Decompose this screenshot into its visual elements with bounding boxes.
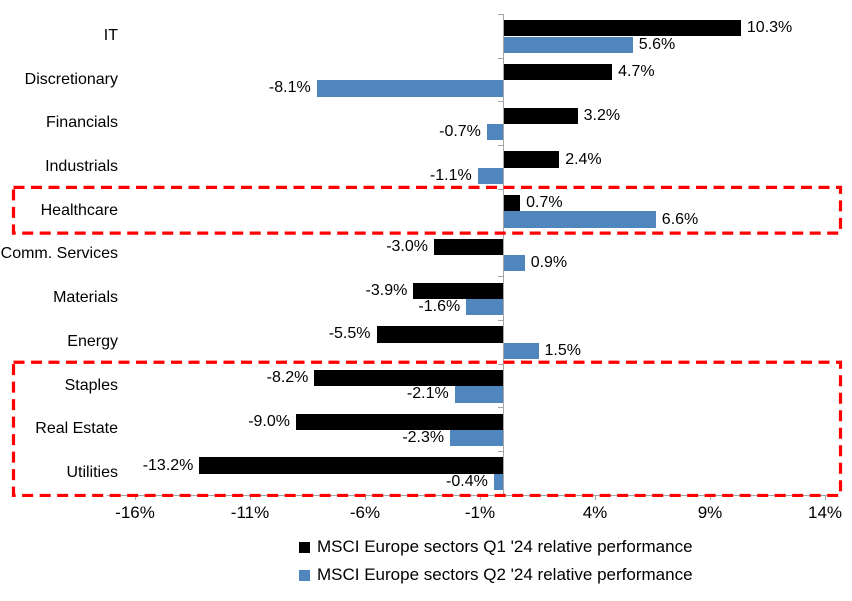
legend-item-q1: MSCI Europe sectors Q1 '24 relative perf…: [299, 537, 693, 557]
value-label-q1-discretionary: 4.7%: [618, 63, 655, 81]
x-tick-label-0: -16%: [115, 502, 155, 522]
bar-q1-healthcare: [504, 195, 521, 212]
bar-q2-staples: [454, 386, 503, 403]
value-label-q2-comm-services: 0.9%: [530, 254, 568, 272]
value-label-q1-comm-services: -3.0%: [386, 237, 428, 255]
bar-q2-it: [504, 36, 633, 53]
bar-q1-materials: [413, 282, 503, 299]
value-label-q1-industrials: 2.4%: [565, 150, 602, 168]
bar-q2-materials: [466, 298, 503, 316]
value-axis-tick: [595, 494, 596, 500]
value-axis-line: [107, 494, 833, 496]
bar-q1-real-estate: [296, 413, 503, 430]
bar-q1-comm-services: [434, 238, 503, 256]
x-tick-label-5: 9%: [697, 502, 723, 522]
category-axis-tick: [498, 14, 503, 15]
category-label-comm-services: Comm. Services: [0, 245, 118, 263]
bar-q1-industrials: [504, 151, 560, 168]
category-axis-tick: [498, 145, 503, 147]
category-axis-tick: [498, 320, 503, 322]
category-axis-tick: [498, 494, 503, 496]
category-label-materials: Materials: [53, 289, 118, 307]
category-label-utilities: Utilities: [66, 464, 118, 482]
category-axis-tick: [498, 232, 503, 234]
bar-q2-healthcare: [504, 211, 656, 228]
value-label-q1-it: 10.3%: [746, 19, 793, 37]
value-axis-tick: [480, 494, 481, 500]
category-axis-tick: [498, 276, 503, 278]
bar-q1-utilities: [199, 457, 503, 474]
value-axis-tick: [135, 494, 136, 500]
value-label-q2-financials: -0.7%: [439, 123, 481, 141]
value-label-q1-financials: 3.2%: [583, 106, 621, 124]
value-label-q2-materials: -1.6%: [418, 297, 461, 315]
value-label-q2-healthcare: 6.6%: [661, 210, 699, 228]
bar-q1-financials: [504, 107, 578, 124]
value-label-q2-discretionary: -8.1%: [268, 79, 311, 97]
value-label-q2-it: 5.6%: [638, 35, 676, 53]
bar-q1-discretionary: [504, 63, 613, 81]
x-tick-label-1: -11%: [230, 502, 270, 522]
x-tick-label-3: -1%: [464, 502, 496, 522]
value-label-q2-industrials: -1.1%: [429, 166, 472, 184]
value-axis-tick: [825, 494, 826, 500]
x-tick-label-4: 4%: [582, 502, 608, 522]
value-label-q2-utilities: -0.4%: [446, 472, 488, 490]
category-label-financials: Financials: [45, 114, 118, 132]
legend: MSCI Europe sectors Q1 '24 relative perf…: [299, 537, 693, 593]
x-tick-label-2: -6%: [349, 502, 381, 522]
value-axis-tick: [710, 494, 711, 500]
q2-series-swatch-icon: [299, 569, 310, 581]
bar-q1-staples: [314, 369, 503, 387]
category-label-healthcare: Healthcare: [40, 201, 118, 219]
category-axis-tick: [498, 451, 503, 453]
x-tick-label-6: 14%: [807, 502, 843, 522]
bar-q2-discretionary: [316, 80, 503, 97]
bar-q2-financials: [486, 123, 503, 141]
q1-series-swatch-icon: [299, 541, 310, 553]
category-label-staples: Staples: [64, 376, 118, 394]
value-label-q2-energy: 1.5%: [544, 341, 581, 359]
category-label-industrials: Industrials: [45, 158, 118, 176]
value-label-q1-healthcare: 0.7%: [526, 194, 563, 212]
value-axis-tick: [250, 494, 251, 500]
value-label-q1-real-estate: -9.0%: [248, 412, 290, 430]
legend-label-q2: MSCI Europe sectors Q2 '24 relative perf…: [317, 565, 693, 584]
category-label-real-estate: Real Estate: [35, 420, 118, 438]
value-label-q2-staples: -2.1%: [406, 385, 449, 403]
bar-q2-utilities: [493, 473, 503, 490]
category-axis-tick: [498, 407, 503, 409]
bar-q2-comm-services: [504, 255, 525, 272]
value-label-q1-staples: -8.2%: [266, 369, 309, 387]
category-label-it: IT: [103, 26, 118, 44]
category-axis-tick: [498, 101, 503, 103]
category-label-discretionary: Discretionary: [24, 70, 118, 88]
bar-q2-real-estate: [450, 429, 503, 447]
category-axis-tick: [498, 363, 503, 365]
value-axis-tick: [365, 494, 366, 500]
value-label-q1-materials: -3.9%: [365, 281, 408, 299]
bar-q1-energy: [376, 326, 503, 343]
bar-q1-it: [504, 20, 741, 37]
value-label-q1-energy: -5.5%: [328, 325, 371, 343]
category-axis-tick: [498, 188, 503, 190]
legend-label-q1: MSCI Europe sectors Q1 '24 relative perf…: [317, 537, 693, 556]
bar-q2-industrials: [477, 167, 503, 184]
value-label-q2-real-estate: -2.3%: [402, 429, 445, 447]
bar-q2-energy: [504, 342, 539, 359]
category-axis-line: [503, 14, 504, 495]
category-label-energy: Energy: [67, 332, 118, 350]
legend-item-q2: MSCI Europe sectors Q2 '24 relative perf…: [299, 565, 693, 585]
value-label-q1-utilities: -13.2%: [142, 456, 194, 474]
category-axis-tick: [498, 57, 503, 59]
